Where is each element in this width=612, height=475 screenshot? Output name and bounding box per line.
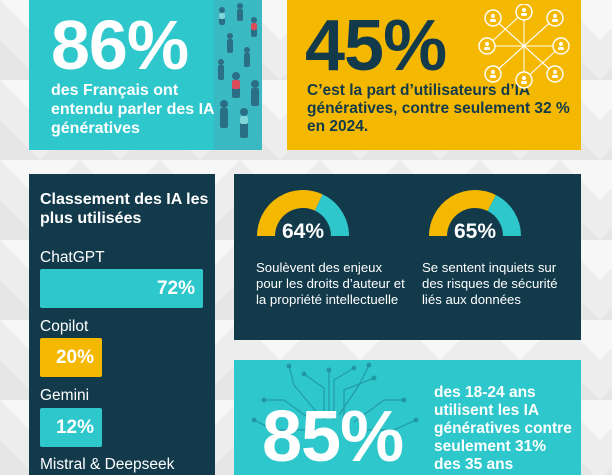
stat-heard-text: des Français ont entendu parler des IA g… <box>51 82 214 137</box>
stat-card-heard: 86% des Français ont entendu parler des … <box>29 0 262 150</box>
stat-young-text: des 18-24 ans utilisent les IA générativ… <box>434 384 572 473</box>
gauge-fill-arc <box>429 190 496 237</box>
ranking-name-gemini: Gemini <box>40 387 90 404</box>
circuit-icon <box>251 362 419 431</box>
ranking-value-gemini: 12% <box>55 417 94 438</box>
stat-young-value: 85% <box>262 397 404 475</box>
stat-card-users: 45% C’est la part d’utilisateurs d’IA gé… <box>287 0 581 150</box>
ranking-bar-chatgpt: 72% <box>40 269 203 308</box>
ranking-title: Classement des IA les plus utilisées <box>40 191 209 227</box>
ranking-bar-copilot: 20% <box>40 338 102 377</box>
stat-heard-value: 86% <box>51 6 189 84</box>
gauge-remainder-arc <box>487 195 521 237</box>
ranking-bar-gemini: 12% <box>40 408 102 447</box>
ranking-card: Classement des IA les plus utilisées Cha… <box>29 174 215 475</box>
gauges-card: 64% Soulèvent des enjeux pour les droits… <box>234 174 581 340</box>
gauge-fill-arc <box>257 190 323 237</box>
ranking-value-copilot: 20% <box>55 347 94 368</box>
gauge-copyright-text: Soulèvent des enjeux pour les droits d’a… <box>256 260 405 307</box>
ranking-name-mistral-deepseek: Mistral & Deepseek <box>40 456 175 473</box>
gauge-security-value: 65% <box>453 220 497 243</box>
stat-users-text: C’est la part d’utilisateurs d’IA généra… <box>307 82 570 135</box>
gauge-copyright-value: 64% <box>281 220 325 243</box>
gauge-copyright <box>257 190 349 237</box>
gauge-remainder-arc <box>314 194 349 237</box>
network-people-icon <box>478 4 570 89</box>
crowd-photo <box>214 0 262 150</box>
ranking-name-chatgpt: ChatGPT <box>40 249 105 266</box>
gauge-security-text: Se sentent inquiets sur des risques de s… <box>422 260 558 307</box>
ranking-name-copilot: Copilot <box>40 318 89 335</box>
gauge-security <box>429 190 521 237</box>
stat-users-value: 45% <box>305 6 447 86</box>
stat-card-young: 85% des 18-24 ans utilisent les IA génér… <box>234 360 581 475</box>
ranking-value-chatgpt: 72% <box>156 278 195 299</box>
